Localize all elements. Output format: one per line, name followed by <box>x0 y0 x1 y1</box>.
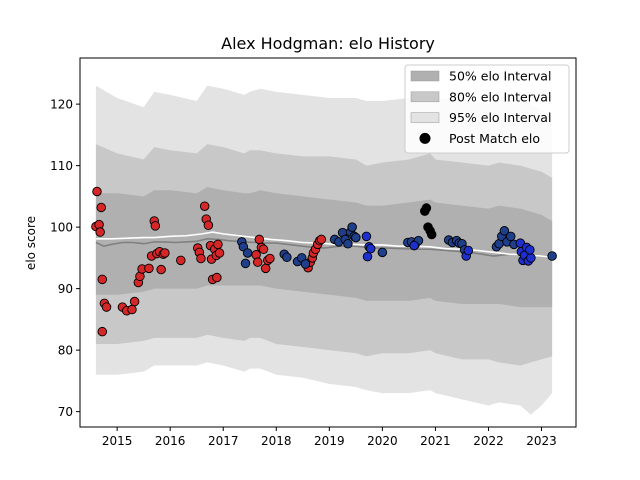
y-tick-label: 120 <box>50 98 73 112</box>
legend: 50% elo Interval 80% elo Interval 95% elo … <box>404 64 570 154</box>
data-point <box>160 248 170 258</box>
data-point <box>240 258 251 269</box>
data-point <box>176 255 186 266</box>
data-point <box>343 238 353 249</box>
legend-entry: Post Match elo <box>419 131 540 146</box>
data-point <box>365 243 376 254</box>
data-point <box>421 203 432 213</box>
axes-frame <box>79 57 577 428</box>
data-point <box>525 245 535 255</box>
data-point <box>97 274 108 285</box>
x-tick-label: 2020 <box>367 434 398 448</box>
x-tick-label: 2021 <box>420 434 451 448</box>
data-point <box>150 221 161 231</box>
y-tick-label: 110 <box>50 159 73 173</box>
x-tick-label: 2023 <box>526 434 557 448</box>
legend-swatch <box>410 112 440 123</box>
y-axis-label: elo score <box>24 216 38 270</box>
data-point <box>213 239 223 250</box>
series-black_fill <box>420 203 437 240</box>
legend-label: Post Match elo <box>449 131 540 146</box>
legend-entry: 95% elo Interval <box>410 110 551 125</box>
data-point <box>199 201 210 211</box>
chart-title: Alex Hodgman: elo History <box>221 34 435 53</box>
data-point <box>347 222 357 232</box>
legend-entry: 80% elo Interval <box>410 89 551 104</box>
data-point <box>203 220 214 231</box>
data-point <box>265 253 275 264</box>
data-point <box>260 263 271 274</box>
y-tick-label: 90 <box>58 282 73 296</box>
series-blue_fill <box>237 222 557 269</box>
data-point <box>144 263 154 274</box>
data-point <box>92 186 102 197</box>
data-point <box>156 264 166 275</box>
data-point <box>316 234 327 245</box>
data-point <box>196 253 206 264</box>
axes: 2015 2016 2017 2018 2019 2020 2021 2022 2023 70 80… <box>50 57 577 448</box>
plot-content <box>91 85 557 415</box>
series-bright_blue_fill <box>361 231 536 266</box>
data-point <box>95 227 105 237</box>
x-tick-label: 2015 <box>102 434 133 448</box>
legend-swatch <box>410 91 440 103</box>
data-point <box>254 234 265 245</box>
data-point <box>252 257 263 267</box>
data-point <box>361 231 372 242</box>
data-point <box>127 304 137 315</box>
data-point <box>242 248 253 258</box>
data-point <box>212 272 222 283</box>
data-point <box>282 252 292 263</box>
data-point <box>129 296 140 307</box>
data-point <box>351 232 361 243</box>
legend-marker <box>419 132 431 144</box>
y-tick-label: 100 <box>50 221 73 235</box>
data-point <box>506 231 516 242</box>
data-point <box>547 251 557 261</box>
y-tick-label: 80 <box>58 344 73 358</box>
data-point <box>214 248 225 258</box>
legend-swatch <box>410 70 440 82</box>
data-point <box>526 253 536 263</box>
x-tick-label: 2022 <box>473 434 504 448</box>
data-point <box>377 247 388 258</box>
data-point <box>258 244 269 255</box>
x-tick-label: 2017 <box>208 434 239 448</box>
plot-area <box>91 85 557 415</box>
x-tick-label: 2019 <box>314 434 345 448</box>
data-point <box>426 229 437 240</box>
data-point <box>300 259 311 269</box>
legend-entry: 50% elo Interval <box>410 69 551 84</box>
x-tick-label: 2018 <box>261 434 292 448</box>
series-red_fill <box>91 186 327 337</box>
legend-box <box>404 64 570 154</box>
legend-label: 50% elo Interval <box>449 69 551 84</box>
x-tick-label: 2016 <box>155 434 186 448</box>
data-point <box>96 202 106 213</box>
y-tick-label: 70 <box>58 405 73 419</box>
data-point <box>463 245 474 256</box>
data-point <box>499 226 510 236</box>
data-point <box>362 251 373 262</box>
data-point <box>101 302 112 312</box>
data-point <box>409 240 419 251</box>
data-point <box>97 326 108 337</box>
legend-label: 95% elo Interval <box>449 110 551 125</box>
legend-label: 80% elo Interval <box>449 89 551 104</box>
